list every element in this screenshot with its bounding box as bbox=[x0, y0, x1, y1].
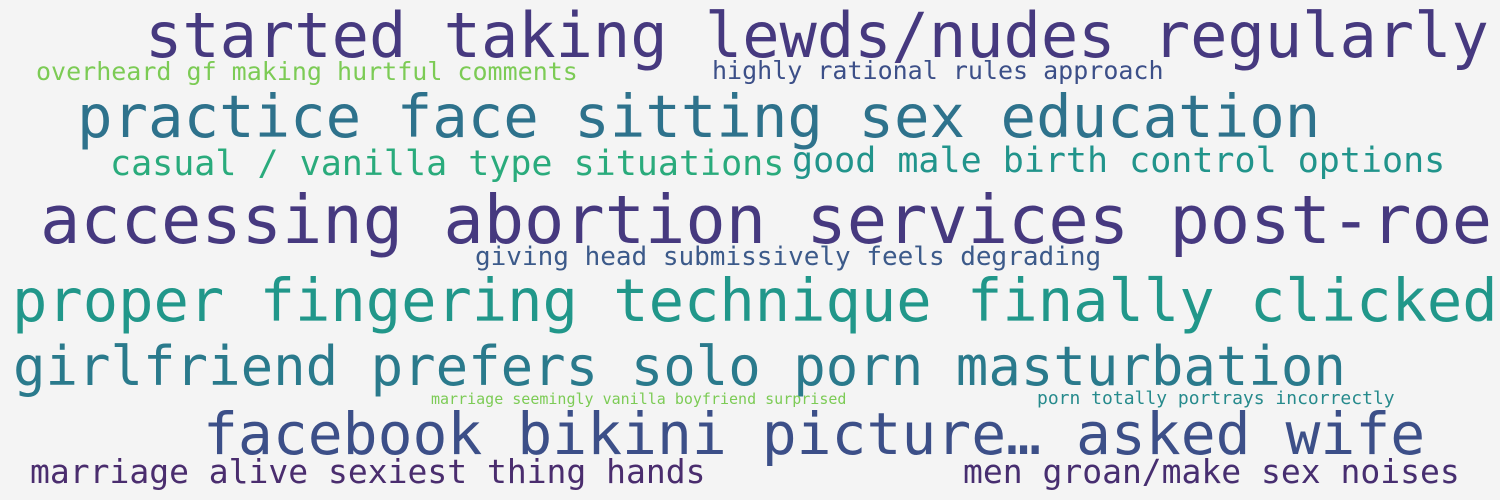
word-overheard-gf: overheard gf making hurtful comments bbox=[36, 57, 578, 86]
word-men-groan: men groan/make sex noises bbox=[963, 452, 1460, 491]
word-good-male-birth-control: good male birth control options bbox=[792, 141, 1446, 181]
word-started-taking-lewds: started taking lewds/nudes regularly bbox=[145, 0, 1489, 72]
word-girlfriend-prefers: girlfriend prefers solo porn masturbatio… bbox=[13, 335, 1346, 398]
word-giving-head: giving head submissively feels degrading bbox=[475, 242, 1102, 272]
word-casual-vanilla: casual / vanilla type situations bbox=[110, 144, 785, 184]
word-highly-rational: highly rational rules approach bbox=[712, 56, 1164, 85]
word-facebook-bikini: facebook bikini picture… asked wife bbox=[203, 400, 1426, 468]
word-porn-totally-portrays: porn totally portrays incorrectly bbox=[1037, 388, 1395, 409]
word-accessing-abortion: accessing abortion services post-roe bbox=[40, 181, 1493, 259]
word-marriage-seemingly-vanilla: marriage seemingly vanilla boyfriend sur… bbox=[431, 390, 847, 408]
word-proper-fingering: proper fingering technique finally click… bbox=[12, 266, 1498, 335]
word-marriage-alive: marriage alive sexiest thing hands bbox=[30, 452, 706, 491]
word-practice-face-sitting: practice face sitting sex education bbox=[77, 82, 1321, 151]
